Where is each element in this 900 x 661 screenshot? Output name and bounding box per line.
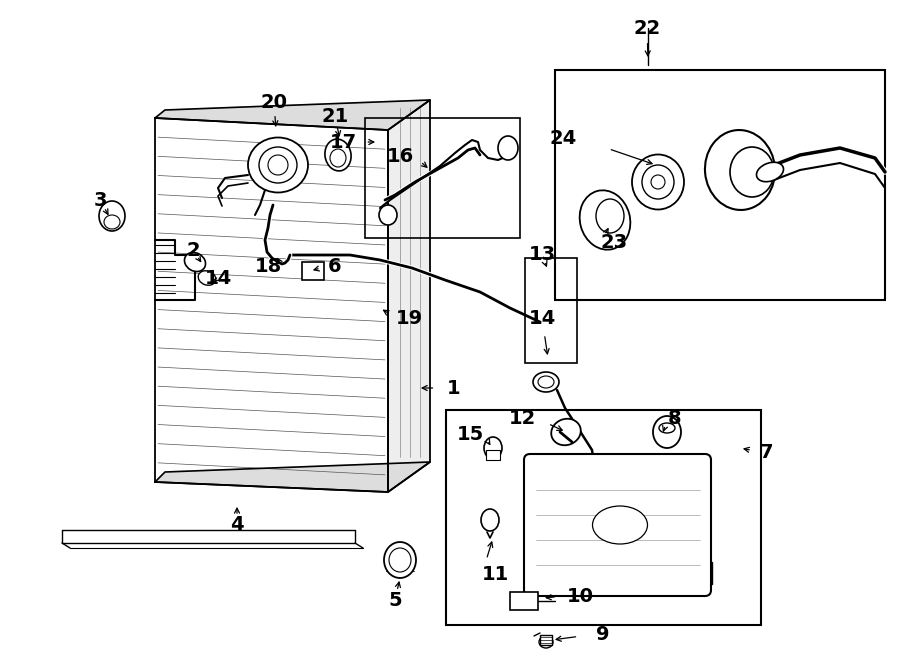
Ellipse shape — [705, 130, 775, 210]
Text: 23: 23 — [601, 233, 628, 251]
Text: 8: 8 — [668, 408, 681, 428]
Text: 20: 20 — [260, 93, 287, 112]
Polygon shape — [155, 100, 430, 130]
Bar — [525, 258, 577, 363]
Text: 17: 17 — [330, 132, 357, 151]
Ellipse shape — [325, 139, 351, 171]
Text: 9: 9 — [596, 625, 609, 644]
Ellipse shape — [642, 165, 674, 199]
Text: 24: 24 — [550, 128, 577, 147]
Ellipse shape — [539, 636, 553, 648]
Ellipse shape — [757, 163, 784, 182]
Bar — [540, 635, 552, 645]
Ellipse shape — [592, 506, 647, 544]
Text: 19: 19 — [396, 309, 423, 327]
Ellipse shape — [533, 372, 559, 392]
Text: 14: 14 — [205, 268, 232, 288]
Text: 2: 2 — [186, 241, 200, 260]
Ellipse shape — [379, 205, 397, 225]
Text: 3: 3 — [94, 190, 107, 210]
Ellipse shape — [330, 149, 346, 167]
Ellipse shape — [651, 175, 665, 189]
Ellipse shape — [384, 542, 416, 578]
Ellipse shape — [498, 136, 518, 160]
Text: 11: 11 — [482, 564, 509, 584]
Ellipse shape — [659, 423, 675, 433]
Text: 13: 13 — [528, 245, 555, 264]
Ellipse shape — [268, 155, 288, 175]
Text: 7: 7 — [760, 442, 773, 461]
Ellipse shape — [580, 190, 630, 250]
Ellipse shape — [104, 215, 120, 229]
Text: 16: 16 — [387, 147, 414, 165]
Ellipse shape — [730, 147, 774, 197]
Text: 21: 21 — [321, 106, 348, 126]
Text: 6: 6 — [328, 256, 342, 276]
Ellipse shape — [184, 253, 205, 272]
Bar — [446, 410, 761, 625]
Text: 5: 5 — [388, 590, 401, 609]
Ellipse shape — [484, 437, 502, 459]
Polygon shape — [388, 100, 430, 492]
Ellipse shape — [596, 199, 624, 233]
Polygon shape — [155, 118, 388, 492]
Ellipse shape — [632, 155, 684, 210]
Bar — [700, 562, 712, 584]
Text: 4: 4 — [230, 514, 244, 533]
Text: 1: 1 — [447, 379, 461, 397]
Text: 15: 15 — [456, 426, 484, 444]
Ellipse shape — [538, 376, 554, 388]
Bar — [510, 592, 538, 610]
Ellipse shape — [99, 201, 125, 231]
Text: 18: 18 — [255, 256, 282, 276]
FancyBboxPatch shape — [524, 454, 711, 596]
Ellipse shape — [248, 137, 308, 192]
Ellipse shape — [653, 416, 681, 448]
Ellipse shape — [551, 419, 580, 446]
Text: 14: 14 — [528, 309, 555, 327]
Bar — [524, 538, 534, 566]
Bar — [555, 70, 885, 300]
Bar — [365, 118, 520, 238]
Bar — [302, 262, 324, 280]
Text: 22: 22 — [634, 19, 661, 38]
Ellipse shape — [259, 147, 297, 183]
Ellipse shape — [198, 271, 216, 286]
Text: 12: 12 — [508, 408, 536, 428]
Ellipse shape — [389, 548, 411, 572]
Ellipse shape — [481, 509, 499, 531]
Bar — [486, 450, 500, 460]
Polygon shape — [155, 462, 430, 492]
Text: 10: 10 — [567, 586, 594, 605]
